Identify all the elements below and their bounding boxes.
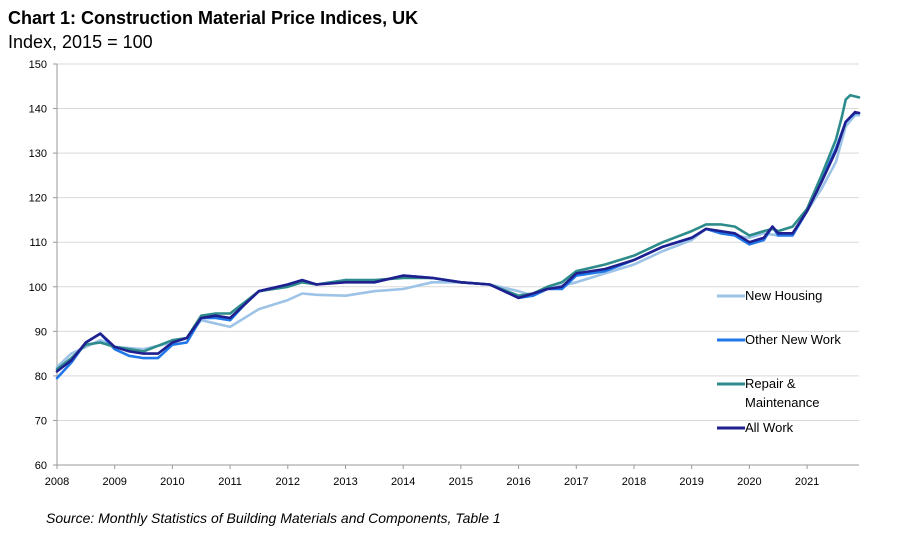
chart-subtitle: Index, 2015 = 100 — [8, 32, 153, 52]
legend-label: New Housing — [745, 288, 822, 303]
y-tick-label: 120 — [29, 193, 47, 205]
x-tick-label: 2010 — [160, 476, 184, 488]
x-tick-label: 2009 — [102, 476, 126, 488]
y-tick-label: 130 — [29, 148, 47, 160]
x-tick-label: 2017 — [564, 476, 588, 488]
x-tick-label: 2019 — [679, 476, 703, 488]
x-tick-label: 2013 — [333, 476, 357, 488]
x-tick-label: 2011 — [218, 476, 242, 488]
x-tick-label: 2008 — [45, 476, 69, 488]
x-tick-label: 2021 — [795, 476, 819, 488]
x-tick-label: 2015 — [449, 476, 473, 488]
series-line — [55, 93, 861, 371]
x-tick-label: 2016 — [506, 476, 530, 488]
x-tick-label: 2018 — [622, 476, 646, 488]
y-tick-label: 70 — [35, 415, 47, 427]
y-tick-label: 90 — [35, 326, 47, 338]
chart-title: Chart 1: Construction Material Price Ind… — [8, 8, 419, 28]
y-tick-label: 110 — [29, 237, 47, 249]
series-line — [55, 110, 861, 373]
legend-label: Other New Work — [745, 332, 841, 347]
x-tick-label: 2012 — [276, 476, 300, 488]
x-tick-label: 2014 — [391, 476, 415, 488]
y-tick-label: 60 — [35, 460, 47, 472]
legend-label: Repair & — [745, 376, 796, 391]
legend-label: Maintenance — [745, 395, 819, 410]
y-tick-label: 100 — [29, 282, 47, 294]
legend-label: All Work — [745, 420, 794, 435]
y-tick-label: 140 — [29, 104, 47, 116]
x-tick-label: 2020 — [737, 476, 761, 488]
y-tick-label: 150 — [29, 59, 47, 71]
y-tick-label: 80 — [35, 371, 47, 383]
source-note: Source: Monthly Statistics of Building M… — [46, 510, 501, 526]
